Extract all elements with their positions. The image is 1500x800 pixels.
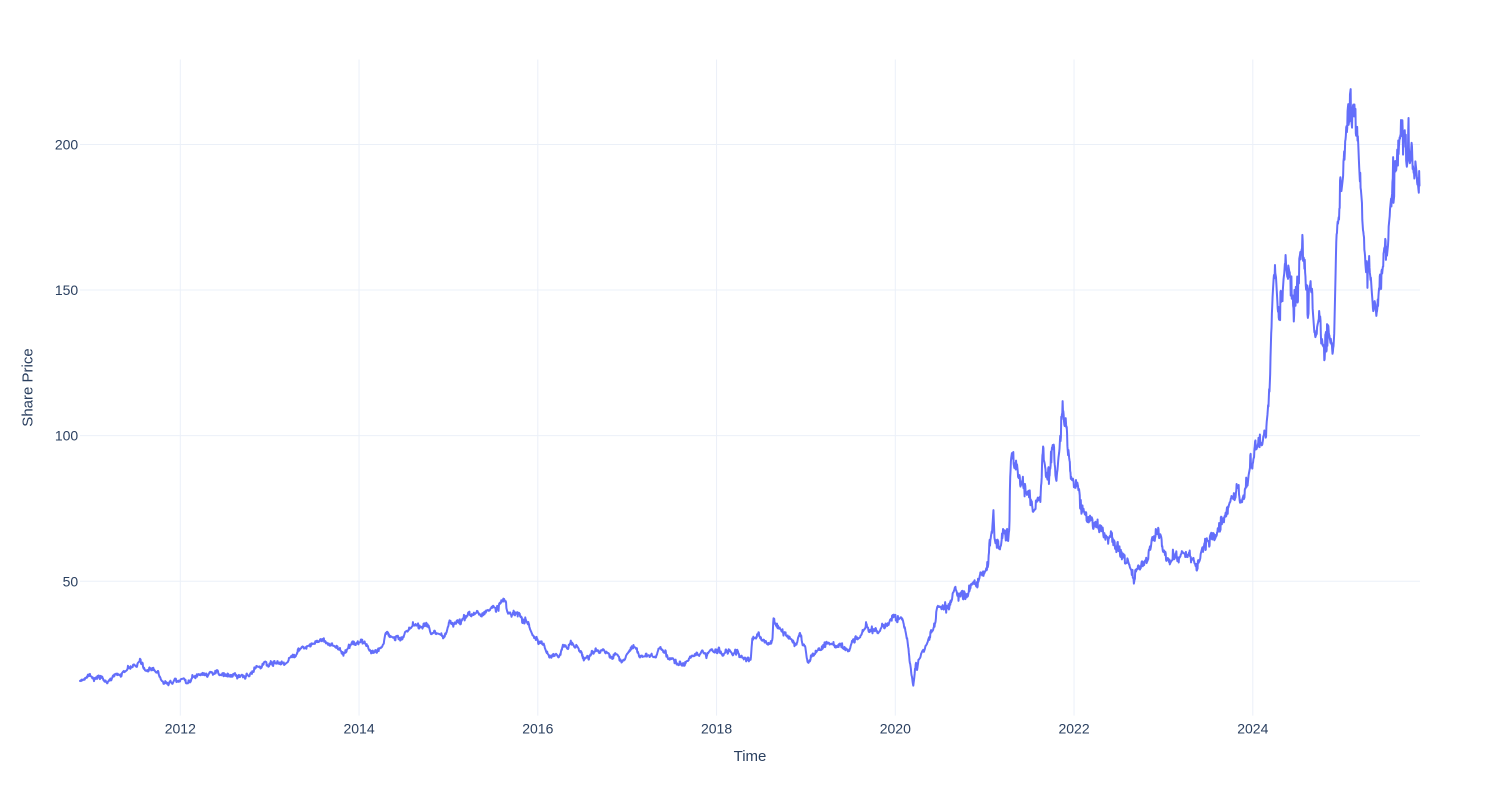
y-tick-label: 50 bbox=[63, 573, 79, 589]
y-tick-label: 150 bbox=[55, 282, 79, 298]
x-tick-label: 2022 bbox=[1058, 721, 1089, 737]
y-tick-label: 100 bbox=[55, 428, 79, 444]
x-tick-label: 2018 bbox=[701, 721, 732, 737]
x-axis-title: Time bbox=[734, 748, 767, 765]
x-tick-labels: 2012 2014 2016 2018 2020 2022 2024 bbox=[165, 721, 1269, 737]
x-tick-label: 2016 bbox=[522, 721, 553, 737]
price-line-series bbox=[79, 88, 1421, 687]
x-tick-label: 2020 bbox=[880, 721, 911, 737]
y-axis-title: Share Price bbox=[20, 348, 37, 426]
x-gridlines bbox=[179, 59, 1254, 716]
x-tick-label: 2012 bbox=[165, 721, 196, 737]
x-tick-label: 2024 bbox=[1237, 721, 1268, 737]
y-tick-labels: 50 100 150 200 bbox=[55, 137, 79, 590]
y-gridlines bbox=[80, 143, 1420, 582]
x-tick-label: 2014 bbox=[343, 721, 374, 737]
y-tick-label: 200 bbox=[55, 137, 79, 153]
